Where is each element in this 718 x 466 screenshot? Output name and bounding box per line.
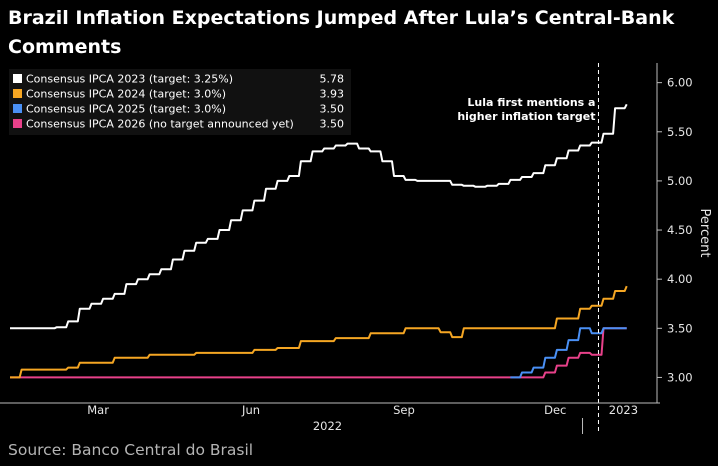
series-line-3 [510,327,627,379]
series-line-4 [10,327,627,379]
source-note: Source: Banco Central do Brasil [8,441,254,459]
legend-label: Consensus IPCA 2026 (no target announced… [26,118,294,131]
y-axis-title: Percent [697,209,712,258]
y-tick-label: 4.50 [667,223,693,237]
legend-value: 3.50 [320,118,345,131]
y-tick-label: 5.50 [667,125,693,139]
x-tick-label: Mar [87,403,109,417]
legend-value: 3.50 [320,103,345,116]
legend-swatch [13,89,22,98]
x-tick-label: 2023 [609,403,638,417]
chart-title: Brazil Inflation Expectations Jumped Aft… [8,7,675,58]
legend-swatch [13,74,22,83]
series-line-1 [10,103,628,330]
y-tick-label: 3.50 [667,321,693,335]
y-tick-label: 5.00 [667,174,693,188]
y-axis: 3.00 3.50 4.00 4.50 5.00 5.50 6.00 Percent [656,63,712,403]
x-tick-label: Jun [241,403,260,417]
plot-lines [10,103,628,379]
legend: Consensus IPCA 2023 (target: 3.25%) 5.78 C… [9,69,351,135]
y-tick-label: 6.00 [667,76,693,90]
x-tick-label: Dec [544,403,566,417]
legend-swatch [13,104,22,113]
legend-value: 5.78 [320,73,345,86]
y-tick-label: 3.00 [667,370,693,384]
x-tick-label: Sep [393,403,415,417]
legend-label: Consensus IPCA 2025 (target: 3.0%) [26,103,226,116]
legend-value: 3.93 [320,88,345,101]
legend-box [9,69,351,135]
series-line-2 [10,285,628,379]
annotation-text-line: Lula first mentions a [467,96,595,109]
legend-swatch [13,119,22,128]
y-tick-label: 4.00 [667,272,693,286]
annotation-text-line: higher inflation target [457,110,595,123]
x-axis: Mar Jun Sep Dec 2023 2022 [0,402,660,434]
x-year-label: 2022 [313,419,342,433]
legend-label: Consensus IPCA 2023 (target: 3.25%) [26,73,233,86]
legend-label: Consensus IPCA 2024 (target: 3.0%) [26,88,226,101]
